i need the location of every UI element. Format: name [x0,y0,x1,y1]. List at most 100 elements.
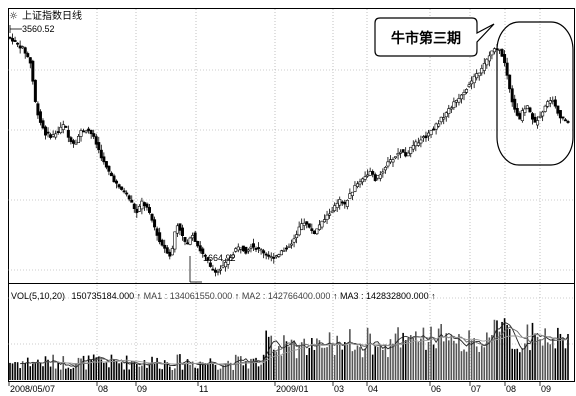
volume-bar [90,359,92,380]
price-candle [498,48,502,54]
price-candle [510,85,514,107]
volume-bar [229,362,232,380]
price-candle [523,105,527,117]
volume-bar [402,332,404,380]
volume-bar [267,336,270,380]
volume-bar [422,327,425,380]
price-candle [69,135,73,145]
volume-bar [379,345,382,380]
volume-bar [171,369,174,380]
x-tick-label: 04 [368,384,378,394]
x-tick-label: 2009/01 [276,384,309,394]
price-candle [310,223,314,234]
volume-bar [67,367,70,380]
volume-bar [364,348,366,380]
price-candle [518,111,522,120]
volume-bar [557,327,559,380]
ma1-label: MA1 [144,291,163,301]
volume-bar [546,342,549,380]
price-candle [28,57,32,69]
price-candle [277,253,281,258]
price-candle [383,165,387,174]
volume-bar [298,344,300,380]
volume-bar [344,342,346,380]
price-candle [480,64,484,76]
price-candle [457,93,461,106]
price-candle [272,252,276,264]
volume-bar [275,351,278,380]
price-candle [262,248,266,259]
price-candle [264,252,268,260]
price-candle [513,94,517,113]
volume-bar [217,369,219,380]
volume-bar [536,336,539,380]
volume-bar [356,345,359,380]
volume-bar [463,349,465,380]
high-marker: 3560.52 [9,24,55,34]
volume-bar [554,348,557,380]
volume-bar [237,356,240,380]
price-candle [459,93,463,104]
price-candle [503,50,507,67]
volume-bar [250,358,252,380]
price-candle [64,125,68,128]
highlight-ellipse [496,21,574,166]
volume-bar [369,333,371,380]
price-candle [325,210,329,225]
price-candle [447,104,451,118]
x-tick-label: 03 [334,384,344,394]
price-candle [178,223,182,236]
volume-bar [191,361,194,380]
volume-bar [496,320,498,380]
volume-bar [420,338,422,380]
price-candle [320,220,324,230]
price-candle [406,150,410,157]
price-candle [490,50,494,60]
price-candles [8,33,570,277]
price-candle [239,247,243,254]
volume-bar [278,346,280,380]
volume-bar [374,345,377,380]
price-candle [505,57,509,80]
volume-bar [435,348,437,380]
price-candle [18,40,22,54]
volume-bar [338,343,341,380]
volume-bar [245,360,247,380]
price-candle [465,88,469,95]
volume-bar [11,363,14,380]
volume-bar [567,333,569,380]
volume-bar [97,356,100,380]
price-candle [323,214,327,223]
volume-bar [539,339,541,380]
x-tick-label: 09 [137,384,147,394]
chart-frame [8,8,575,382]
price-candle [439,116,443,125]
price-candle [312,230,316,235]
volume-bars [9,318,569,380]
volume-bar [346,344,349,380]
price-candle [350,191,354,201]
volume-bar [77,357,80,380]
volume-bar [318,340,321,380]
volume-bar [397,327,399,380]
price-candle [56,126,60,135]
low-price-label: 1664.92 [203,253,236,263]
price-candle [79,128,83,142]
volume-bar [227,360,229,380]
price-candle [231,251,235,259]
volume-bar [425,349,427,380]
volume-bar [488,337,491,380]
volume-bar [123,369,125,380]
volume-bar [511,348,513,380]
chart-title-icon: ☼ [9,11,18,22]
volume-bar [196,368,199,380]
bull-market-callout: 牛市第三期 [374,17,495,57]
price-candle [353,181,357,193]
price-candle [211,264,215,271]
volume-bar [384,344,387,380]
volume-bar [16,362,19,380]
volume-bar [70,368,72,380]
price-candle [254,246,258,252]
price-candle [142,201,146,211]
volume-bar [526,324,529,380]
